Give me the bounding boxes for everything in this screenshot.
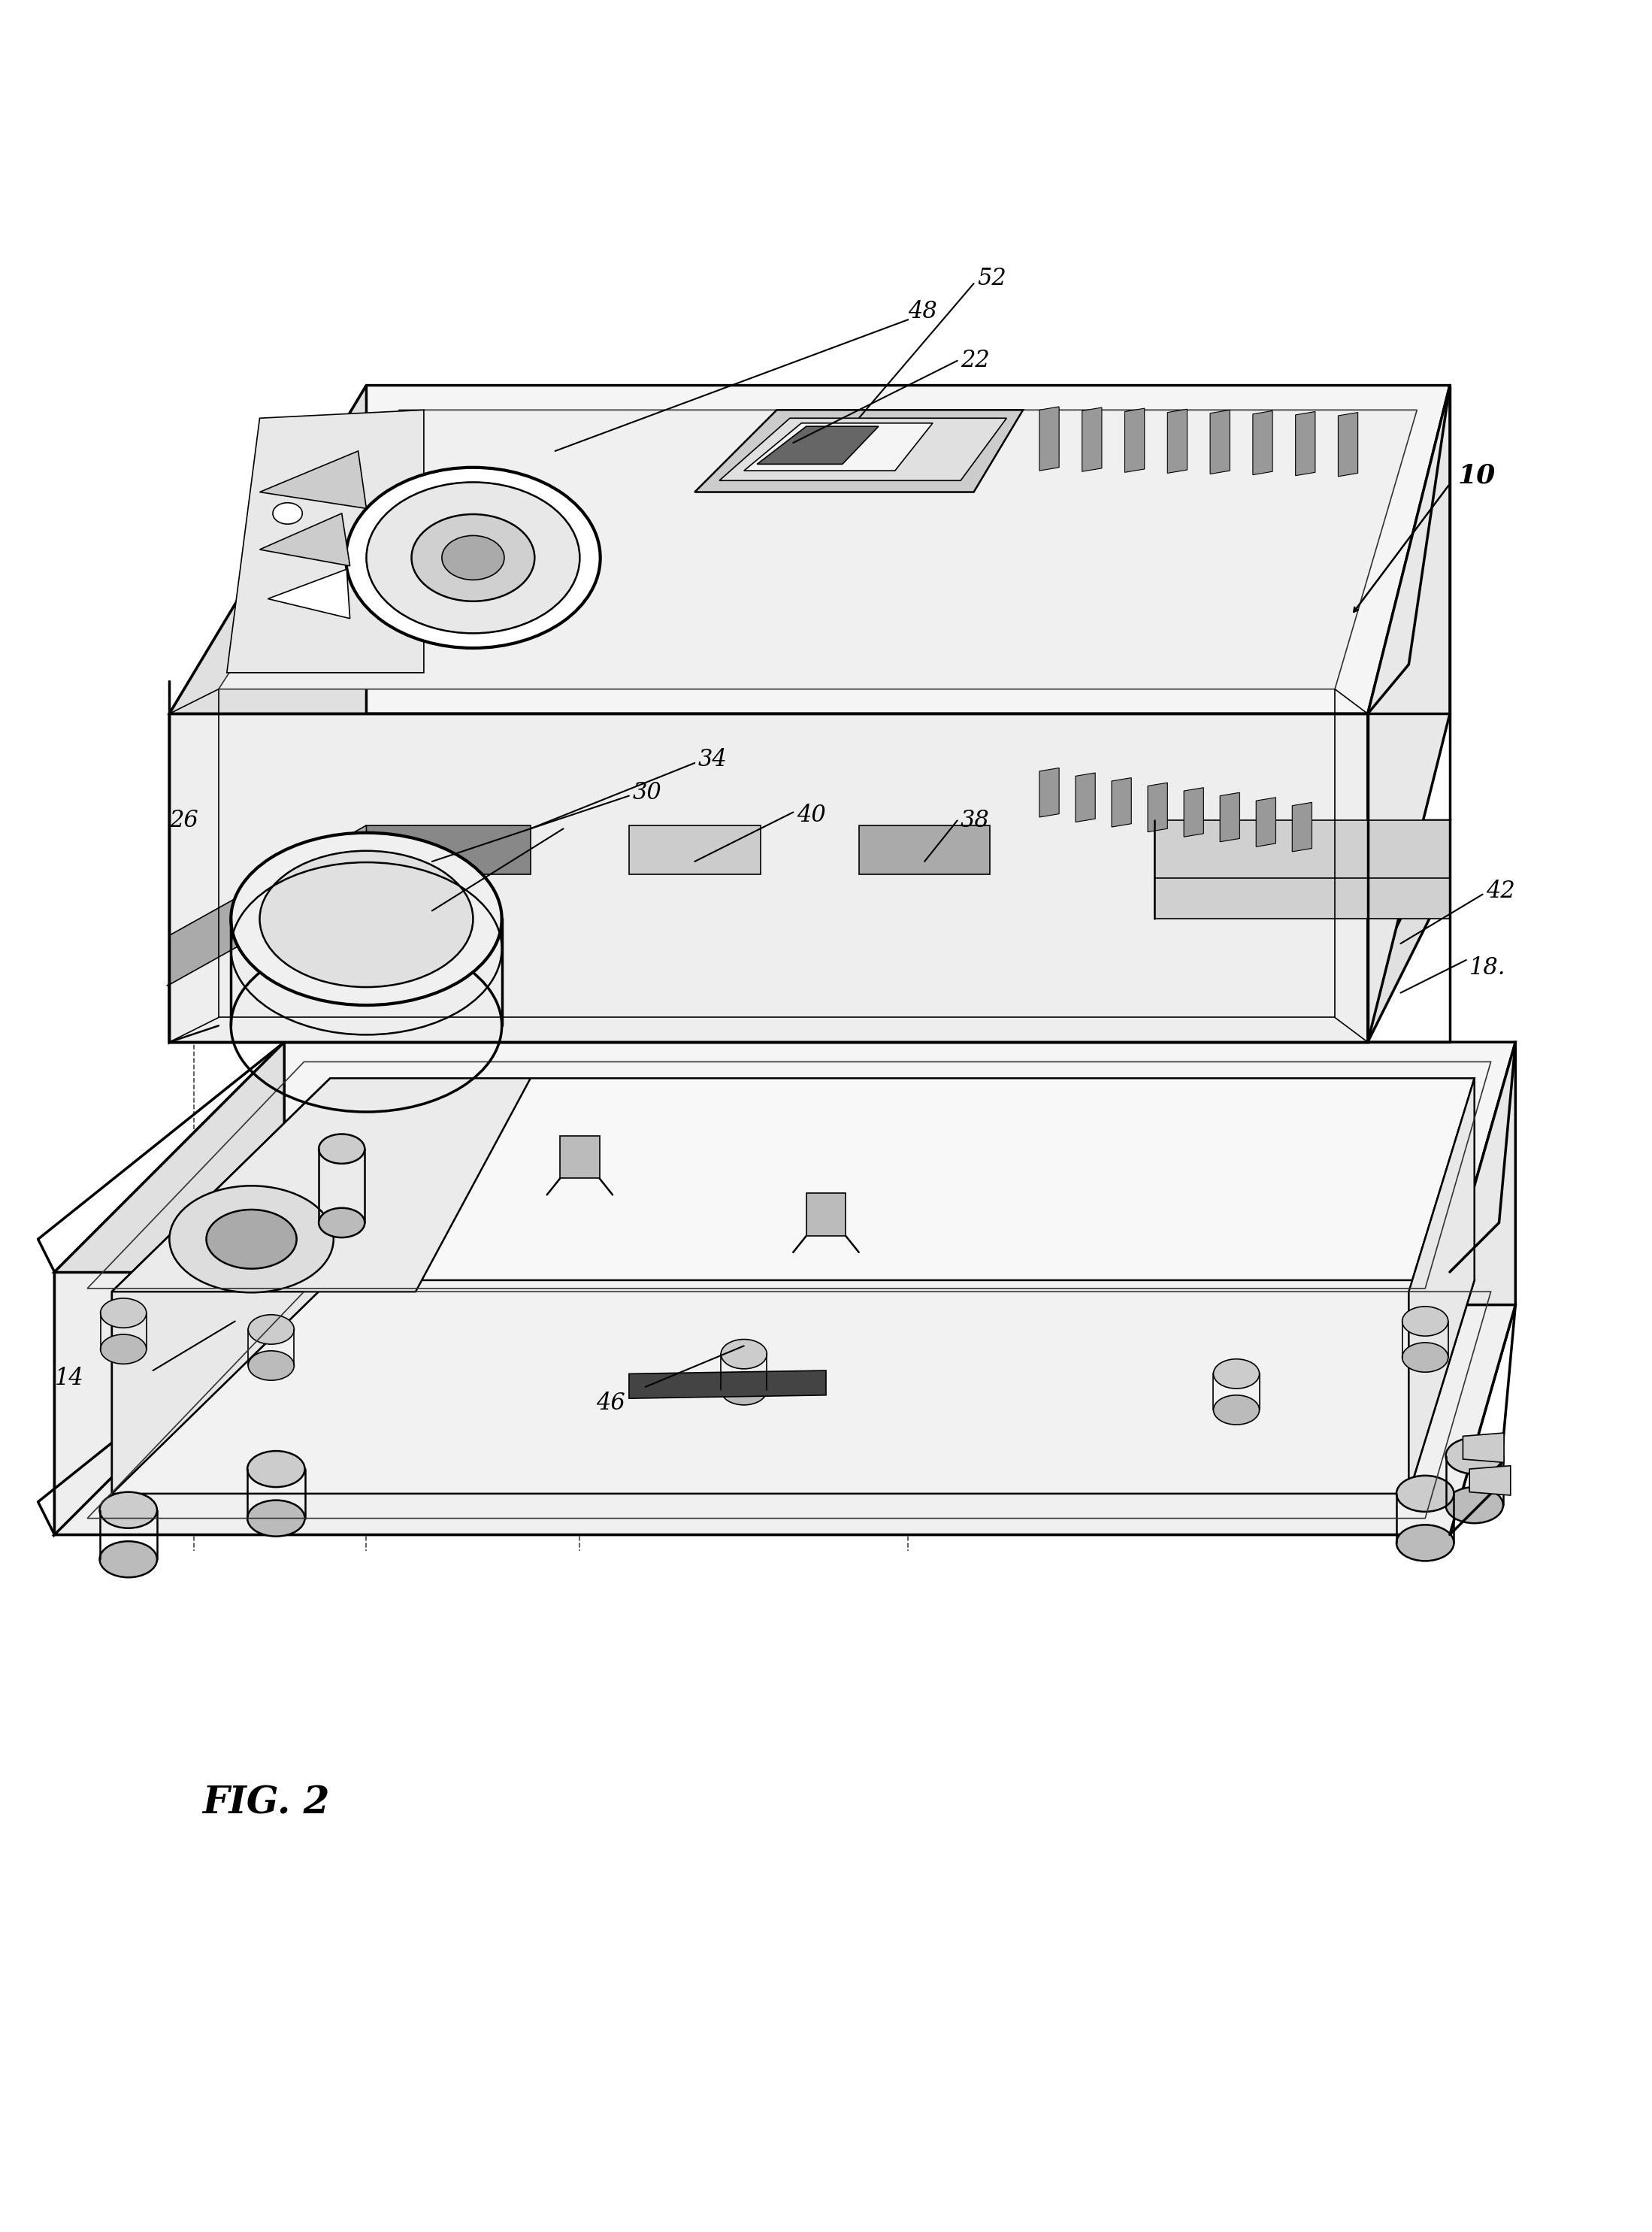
Polygon shape bbox=[1039, 768, 1059, 817]
Polygon shape bbox=[1155, 821, 1450, 920]
Polygon shape bbox=[1464, 1433, 1503, 1462]
Polygon shape bbox=[170, 386, 367, 1042]
Ellipse shape bbox=[248, 1315, 294, 1344]
Ellipse shape bbox=[367, 482, 580, 634]
Text: 30: 30 bbox=[633, 781, 661, 804]
Polygon shape bbox=[695, 411, 1023, 491]
Polygon shape bbox=[170, 821, 1450, 984]
Polygon shape bbox=[226, 411, 425, 672]
Ellipse shape bbox=[1403, 1306, 1449, 1337]
Polygon shape bbox=[1184, 788, 1204, 837]
Ellipse shape bbox=[319, 1208, 365, 1237]
Text: 42: 42 bbox=[1485, 879, 1515, 902]
Polygon shape bbox=[806, 1194, 846, 1237]
Ellipse shape bbox=[720, 1375, 767, 1404]
Polygon shape bbox=[1450, 1042, 1515, 1536]
Ellipse shape bbox=[1446, 1487, 1503, 1522]
Polygon shape bbox=[112, 1078, 330, 1493]
Polygon shape bbox=[55, 1042, 1515, 1272]
Polygon shape bbox=[55, 1042, 284, 1536]
Polygon shape bbox=[1368, 386, 1450, 1042]
Ellipse shape bbox=[1214, 1359, 1259, 1388]
Polygon shape bbox=[719, 417, 1006, 480]
Ellipse shape bbox=[248, 1451, 306, 1487]
Text: 22: 22 bbox=[960, 348, 990, 373]
Polygon shape bbox=[170, 714, 1368, 1042]
Polygon shape bbox=[1292, 801, 1312, 853]
Polygon shape bbox=[560, 1136, 600, 1178]
Polygon shape bbox=[55, 1306, 1515, 1536]
Polygon shape bbox=[1125, 408, 1145, 473]
Text: 38: 38 bbox=[960, 808, 990, 833]
Ellipse shape bbox=[99, 1491, 157, 1529]
Ellipse shape bbox=[1446, 1437, 1503, 1473]
Polygon shape bbox=[1112, 777, 1132, 828]
Polygon shape bbox=[1211, 411, 1229, 473]
Ellipse shape bbox=[101, 1299, 147, 1328]
Polygon shape bbox=[170, 386, 1450, 714]
Ellipse shape bbox=[101, 1335, 147, 1364]
Ellipse shape bbox=[231, 833, 502, 1004]
Polygon shape bbox=[1295, 411, 1315, 475]
Polygon shape bbox=[112, 1281, 1475, 1493]
Polygon shape bbox=[55, 1272, 1450, 1536]
Polygon shape bbox=[1409, 1078, 1475, 1493]
Text: 52: 52 bbox=[976, 268, 1006, 290]
Ellipse shape bbox=[319, 1134, 365, 1163]
Polygon shape bbox=[259, 451, 367, 509]
Polygon shape bbox=[268, 569, 350, 618]
Polygon shape bbox=[1075, 772, 1095, 821]
Ellipse shape bbox=[248, 1500, 306, 1536]
Polygon shape bbox=[1470, 1466, 1510, 1495]
Ellipse shape bbox=[273, 502, 302, 525]
Ellipse shape bbox=[259, 850, 472, 987]
Text: 10: 10 bbox=[1459, 462, 1495, 489]
Polygon shape bbox=[1219, 792, 1239, 841]
Polygon shape bbox=[170, 821, 367, 1042]
Polygon shape bbox=[1338, 413, 1358, 475]
Text: 34: 34 bbox=[697, 748, 727, 772]
Ellipse shape bbox=[1214, 1395, 1259, 1424]
Polygon shape bbox=[1256, 797, 1275, 846]
Text: 18.: 18. bbox=[1470, 958, 1507, 980]
Ellipse shape bbox=[1396, 1524, 1454, 1560]
Text: 48: 48 bbox=[909, 299, 937, 324]
Polygon shape bbox=[1148, 783, 1168, 833]
Ellipse shape bbox=[411, 513, 535, 600]
Polygon shape bbox=[1252, 411, 1272, 475]
Polygon shape bbox=[112, 1078, 330, 1493]
Polygon shape bbox=[1168, 408, 1188, 473]
Ellipse shape bbox=[345, 466, 600, 647]
Ellipse shape bbox=[99, 1542, 157, 1578]
Polygon shape bbox=[743, 424, 933, 471]
Polygon shape bbox=[112, 1078, 530, 1292]
Polygon shape bbox=[859, 826, 990, 875]
Polygon shape bbox=[629, 826, 760, 875]
Polygon shape bbox=[1039, 406, 1059, 471]
Text: 26: 26 bbox=[170, 808, 198, 833]
Text: 46: 46 bbox=[596, 1393, 626, 1415]
Polygon shape bbox=[170, 984, 1368, 1042]
Ellipse shape bbox=[1396, 1475, 1454, 1511]
Ellipse shape bbox=[170, 1185, 334, 1292]
Text: FIG. 2: FIG. 2 bbox=[202, 1786, 329, 1821]
Polygon shape bbox=[757, 426, 879, 464]
Polygon shape bbox=[112, 1078, 1475, 1292]
Polygon shape bbox=[629, 1370, 826, 1399]
Ellipse shape bbox=[248, 1350, 294, 1379]
Ellipse shape bbox=[207, 1210, 297, 1268]
Ellipse shape bbox=[720, 1339, 767, 1368]
Polygon shape bbox=[1368, 821, 1450, 1042]
Ellipse shape bbox=[1403, 1344, 1449, 1373]
Polygon shape bbox=[1082, 408, 1102, 471]
Polygon shape bbox=[259, 513, 350, 567]
Text: 40: 40 bbox=[796, 804, 826, 828]
Polygon shape bbox=[170, 826, 367, 984]
Ellipse shape bbox=[441, 536, 504, 580]
Polygon shape bbox=[367, 826, 530, 875]
Text: 14: 14 bbox=[55, 1366, 84, 1391]
Polygon shape bbox=[218, 411, 1417, 690]
